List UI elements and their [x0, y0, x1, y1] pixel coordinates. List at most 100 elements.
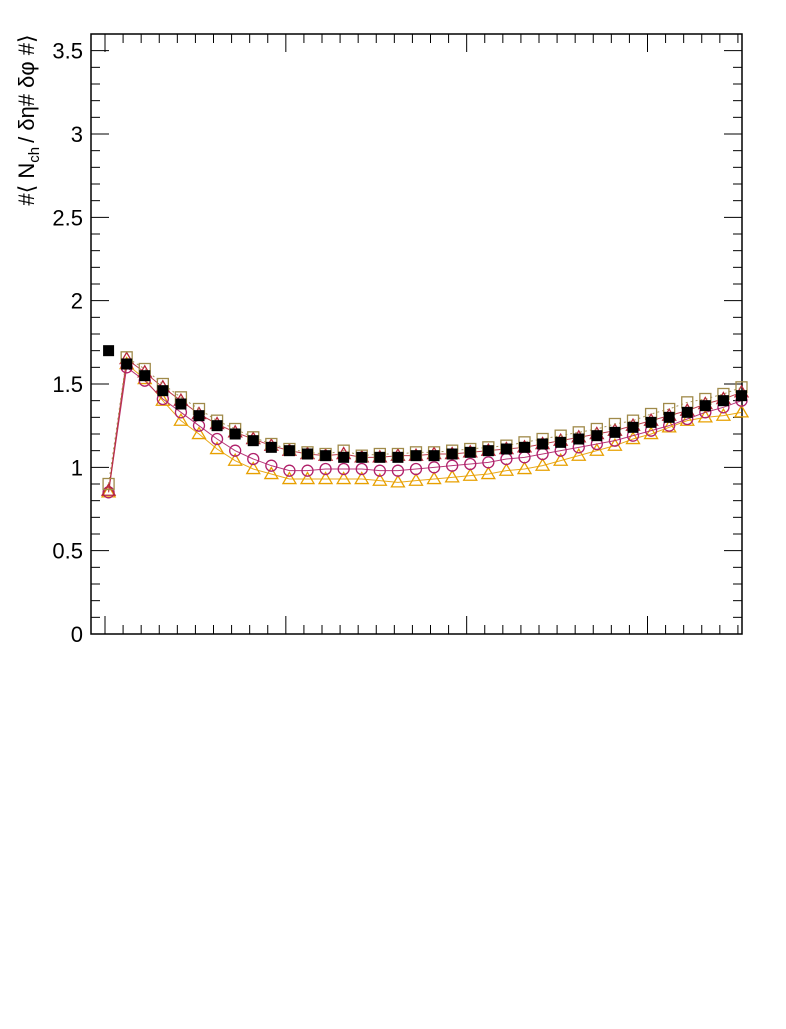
data-point	[354, 471, 370, 485]
data-point	[498, 462, 515, 476]
data-point	[320, 450, 332, 462]
data-point	[537, 438, 549, 450]
data-point	[155, 392, 171, 406]
data-point	[553, 452, 569, 466]
data-point	[372, 472, 388, 486]
data-point	[681, 406, 693, 418]
data-point	[408, 472, 424, 486]
data-point	[519, 441, 530, 453]
data-point	[245, 461, 261, 475]
data-point	[409, 462, 423, 476]
data-point	[157, 385, 169, 397]
data-point	[699, 400, 711, 412]
data-point	[299, 471, 316, 485]
data-point	[317, 471, 334, 485]
data-point	[336, 471, 352, 485]
data-point	[263, 466, 279, 480]
data-point	[302, 448, 313, 460]
data-point	[462, 467, 478, 481]
data-point	[265, 459, 278, 472]
y-axis-label-subscript: ch	[26, 147, 43, 163]
data-point	[391, 464, 405, 477]
data-point	[715, 407, 732, 421]
data-point	[571, 447, 587, 461]
data-point	[356, 451, 368, 463]
data-point	[390, 474, 406, 488]
y-tick-labels: 0 0.5 1 1.5 2 2.5 3 3.5	[52, 39, 83, 647]
data-point	[427, 461, 441, 474]
y-axis-label-prefix: #⟨ N	[14, 163, 39, 206]
data-point	[175, 398, 187, 410]
data-point	[337, 462, 350, 476]
data-point	[446, 448, 458, 460]
data-point	[426, 471, 442, 485]
y-tick-label: 1	[71, 455, 83, 480]
y-tick-label: 3.5	[52, 39, 83, 64]
data-point	[139, 370, 151, 382]
data-point	[464, 446, 476, 458]
data-point	[480, 466, 496, 480]
data-point	[627, 421, 639, 433]
series-layer	[100, 345, 750, 499]
y-tick-label: 1.5	[52, 372, 83, 397]
data-point	[534, 457, 551, 471]
data-point	[283, 464, 296, 477]
data-point	[555, 436, 567, 448]
series-line	[108, 366, 742, 493]
data-point	[609, 426, 621, 438]
data-point	[410, 450, 422, 462]
y-axis-label-suffix: / δη# δφ #⟩	[14, 34, 39, 143]
data-point	[500, 443, 512, 455]
data-point	[733, 404, 750, 418]
data-point	[191, 426, 207, 440]
data-point	[301, 464, 314, 477]
data-point	[591, 430, 603, 442]
data-point	[464, 457, 477, 471]
plot-frame	[90, 33, 743, 635]
data-point	[392, 451, 404, 463]
y-tick-label: 0.5	[52, 539, 83, 564]
data-point	[281, 471, 298, 485]
data-point	[446, 459, 459, 472]
data-point	[283, 445, 295, 457]
data-point	[193, 410, 205, 422]
y-tick-label: 2	[71, 289, 83, 314]
data-point	[663, 411, 675, 423]
axes	[90, 33, 743, 635]
data-point	[103, 345, 115, 357]
data-point	[229, 444, 242, 457]
data-point	[173, 412, 189, 426]
data-point	[338, 451, 350, 463]
data-point	[589, 442, 605, 456]
y-tick-label: 2.5	[52, 205, 83, 230]
data-point	[229, 428, 241, 440]
data-point	[516, 461, 533, 475]
data-point	[643, 426, 659, 440]
data-point	[121, 358, 133, 370]
y-tick-label: 3	[71, 122, 83, 147]
data-point	[625, 431, 641, 445]
data-point	[717, 395, 729, 407]
data-point	[573, 433, 585, 445]
data-point	[265, 441, 277, 453]
data-point	[374, 451, 386, 463]
data-point	[373, 464, 386, 477]
data-point	[247, 452, 260, 466]
y-tick-label: 0	[71, 622, 83, 647]
data-point	[482, 445, 494, 457]
data-point	[247, 435, 259, 447]
data-point	[645, 416, 657, 428]
data-point	[444, 469, 460, 483]
data-point	[482, 456, 495, 469]
series-0	[103, 345, 747, 463]
data-point	[209, 441, 225, 455]
data-point	[211, 420, 223, 432]
data-point	[428, 450, 440, 462]
data-point	[355, 462, 368, 476]
data-point	[227, 452, 243, 466]
data-point	[102, 477, 115, 491]
data-point	[210, 432, 224, 446]
data-point	[319, 462, 332, 476]
